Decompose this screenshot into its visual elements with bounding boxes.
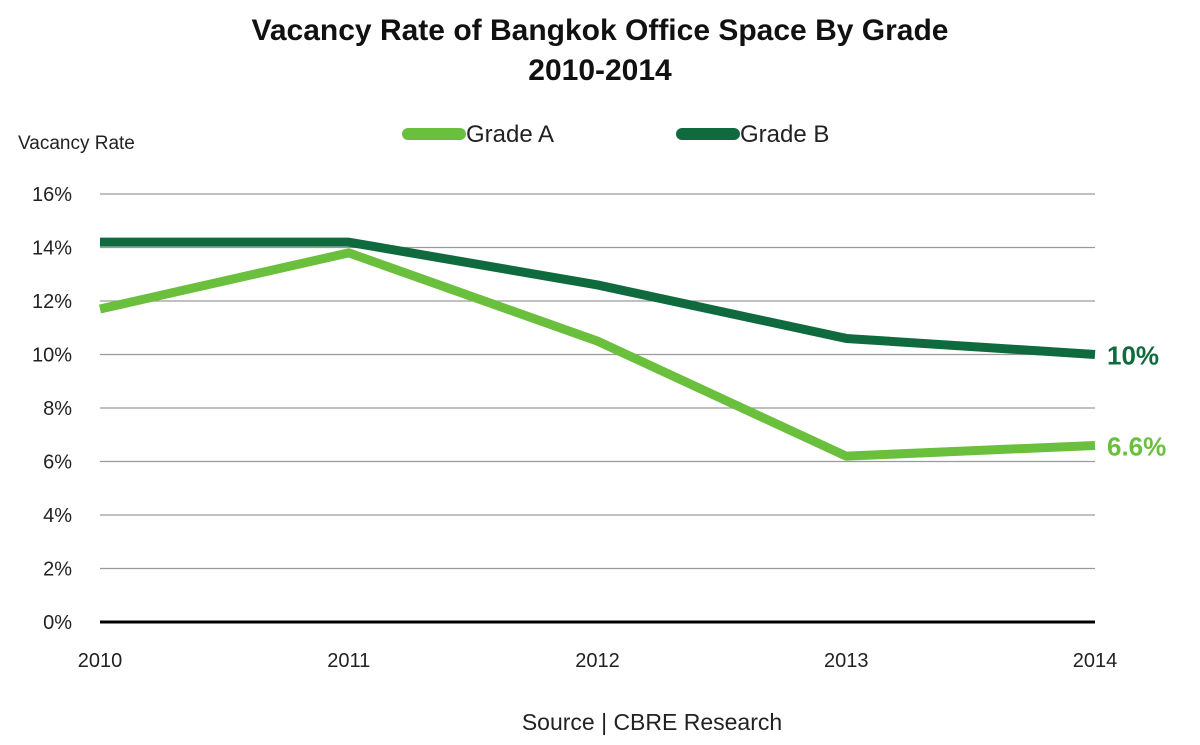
y-tick-label: 6% <box>43 452 72 474</box>
y-tick-label: 12% <box>32 291 72 313</box>
y-tick-label: 14% <box>32 238 72 260</box>
end-labels: 10% 6.6% <box>1107 341 1166 462</box>
legend: Grade A Grade B <box>402 121 829 148</box>
x-tick-label: 2014 <box>1073 650 1118 672</box>
x-tick-labels: 2010 2011 2012 2013 2014 <box>78 650 1118 672</box>
y-tick-label: 10% <box>32 345 72 367</box>
series-line-grade-b <box>100 237 1096 359</box>
chart-subtitle: 2010-2014 <box>528 54 672 87</box>
end-label-grade-b: 10% <box>1107 341 1159 371</box>
x-tick-label: 2011 <box>327 650 370 672</box>
series-lines <box>99 237 1096 461</box>
legend-label: Grade A <box>466 121 554 148</box>
series-line-grade-a <box>99 248 1096 461</box>
y-tick-label: 2% <box>43 559 72 581</box>
end-label-grade-a: 6.6% <box>1107 431 1166 461</box>
y-tick-label: 8% <box>43 398 72 420</box>
y-tick-label: 0% <box>43 612 72 634</box>
legend-label: Grade B <box>740 121 829 148</box>
x-tick-label: 2012 <box>575 650 620 672</box>
x-tick-label: 2013 <box>824 650 869 672</box>
y-tick-label: 16% <box>32 184 72 206</box>
y-tick-label: 4% <box>43 505 72 527</box>
gridlines <box>100 193 1095 624</box>
source-note: Source | CBRE Research <box>522 709 782 735</box>
y-tick-labels: 0% 2% 4% 6% 8% 10% 12% 14% 16% <box>32 184 72 634</box>
y-axis-label: Vacancy Rate <box>18 133 135 154</box>
x-tick-label: 2010 <box>78 650 123 672</box>
chart-title: Vacancy Rate of Bangkok Office Space By … <box>252 14 949 47</box>
